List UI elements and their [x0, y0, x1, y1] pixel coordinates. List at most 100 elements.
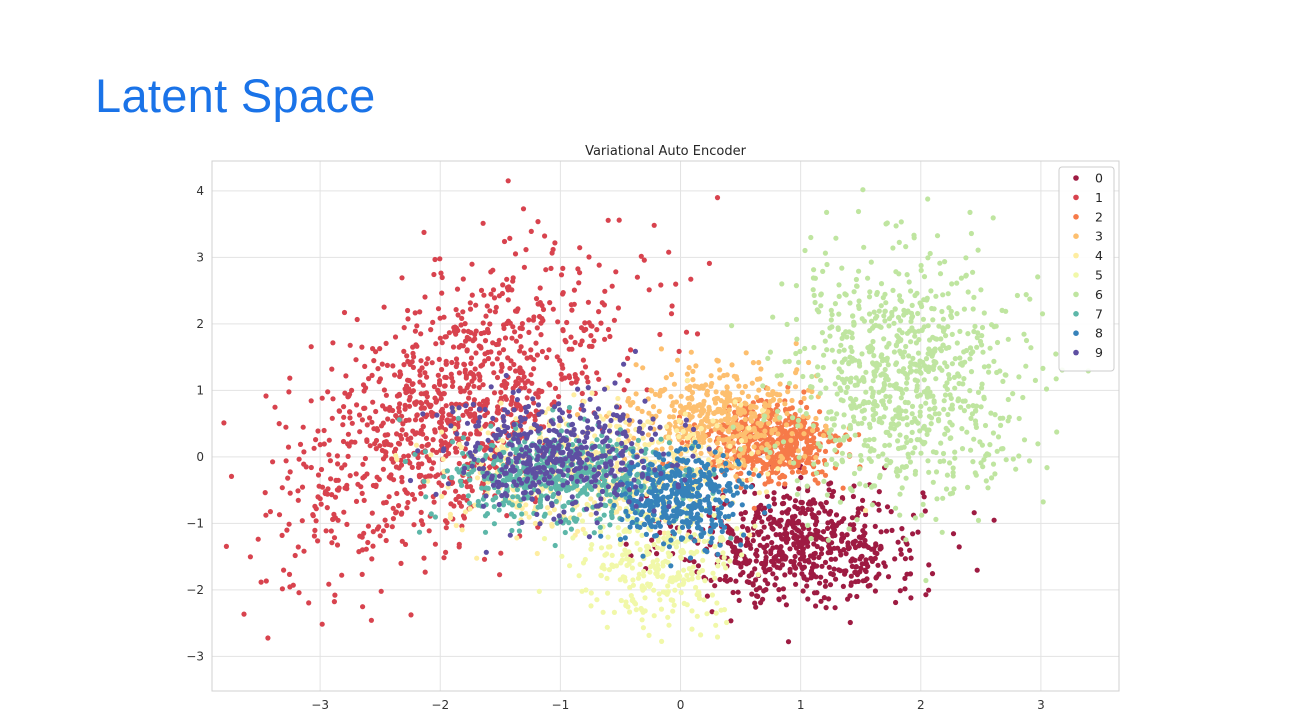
point	[1040, 499, 1046, 505]
point	[818, 574, 824, 580]
point	[333, 477, 339, 483]
point	[720, 494, 726, 500]
point	[684, 572, 690, 579]
point	[828, 556, 834, 562]
point	[562, 337, 568, 343]
point	[859, 420, 865, 426]
point	[791, 541, 797, 547]
point	[901, 464, 907, 470]
point	[439, 493, 445, 499]
point	[633, 391, 639, 397]
point	[869, 502, 876, 508]
point	[636, 571, 642, 577]
point	[853, 276, 860, 283]
point	[793, 581, 799, 587]
point	[819, 469, 825, 475]
point	[414, 430, 420, 436]
point	[693, 584, 699, 591]
point	[614, 509, 620, 515]
point	[438, 270, 444, 276]
point	[882, 308, 888, 314]
point	[723, 565, 729, 571]
point	[794, 520, 800, 526]
point	[811, 435, 817, 441]
point	[247, 554, 253, 560]
point	[834, 411, 840, 417]
point	[968, 230, 975, 237]
point	[630, 515, 636, 522]
point	[706, 407, 713, 413]
point	[494, 447, 500, 453]
point	[535, 219, 541, 225]
point	[877, 416, 883, 422]
point	[822, 448, 829, 454]
point	[928, 288, 934, 294]
point	[708, 383, 714, 389]
point	[929, 305, 935, 312]
point	[501, 325, 507, 331]
point	[871, 546, 877, 552]
point	[836, 366, 842, 372]
point	[377, 346, 383, 352]
point	[381, 500, 387, 506]
point	[514, 487, 521, 493]
point	[755, 593, 761, 600]
point	[860, 578, 866, 584]
point	[881, 414, 887, 420]
point	[670, 400, 676, 406]
point	[940, 450, 947, 457]
point	[965, 484, 971, 490]
point	[738, 511, 744, 517]
point	[885, 574, 892, 580]
point	[857, 540, 863, 546]
point	[401, 362, 407, 368]
point	[921, 377, 927, 383]
point	[635, 575, 642, 581]
point	[831, 422, 837, 428]
point	[600, 416, 606, 422]
point	[506, 500, 512, 506]
point	[509, 335, 515, 341]
point	[394, 456, 400, 463]
point	[437, 335, 443, 341]
point	[750, 360, 757, 366]
point	[587, 485, 594, 491]
point	[811, 461, 817, 467]
point	[808, 507, 815, 513]
point	[763, 587, 769, 593]
point	[639, 408, 645, 414]
point	[799, 571, 805, 577]
point	[680, 577, 687, 583]
point	[392, 334, 399, 340]
point	[767, 349, 774, 355]
point	[504, 276, 510, 282]
point	[597, 516, 603, 522]
point	[594, 370, 600, 376]
point	[491, 504, 497, 510]
point	[402, 541, 409, 548]
point	[548, 485, 554, 492]
point	[569, 380, 575, 386]
point	[688, 549, 694, 556]
point	[863, 389, 869, 395]
point	[616, 532, 622, 538]
point	[732, 414, 739, 420]
point	[359, 344, 365, 350]
point	[742, 383, 749, 390]
point	[716, 436, 722, 442]
point	[607, 333, 613, 340]
point	[761, 544, 767, 551]
point	[936, 323, 942, 329]
point	[422, 294, 428, 300]
point	[287, 375, 293, 381]
point	[733, 484, 740, 490]
point	[668, 597, 674, 603]
point	[943, 486, 950, 492]
point	[426, 473, 432, 479]
point	[501, 449, 507, 455]
point	[676, 418, 683, 424]
point	[895, 438, 901, 444]
point	[580, 526, 586, 533]
point	[395, 440, 402, 446]
point	[485, 355, 492, 362]
